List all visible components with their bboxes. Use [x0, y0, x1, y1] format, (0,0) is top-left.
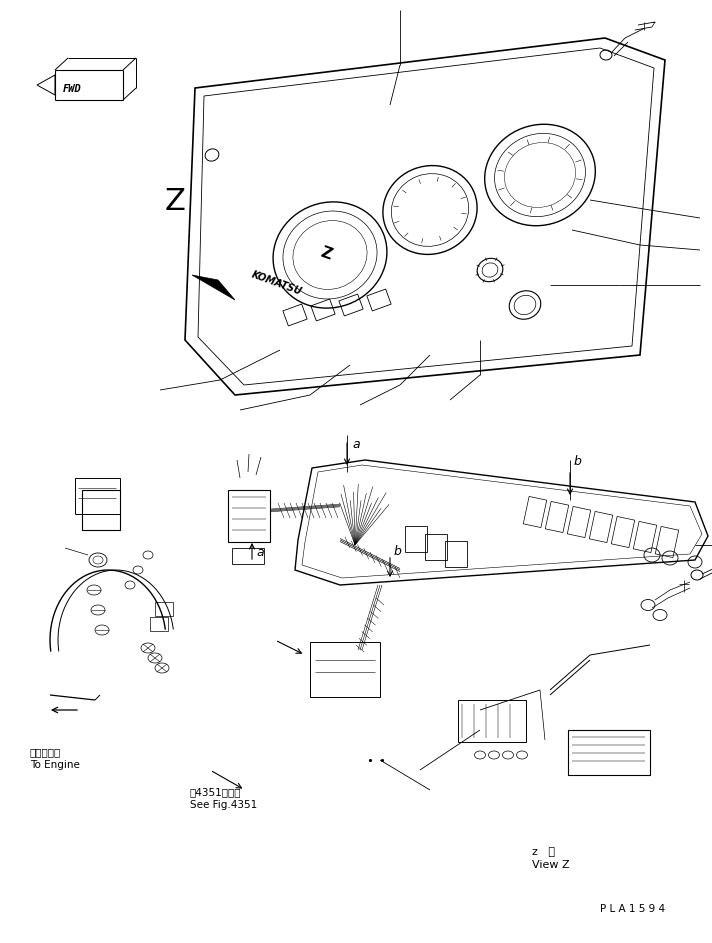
Text: b: b	[394, 545, 402, 558]
Bar	[310, 642, 380, 697]
Bar	[445, 541, 467, 567]
Text: a: a	[256, 546, 263, 559]
Text: To Engine: To Engine	[30, 760, 80, 770]
Text: a: a	[352, 438, 360, 451]
Bar	[232, 548, 264, 564]
Text: b: b	[574, 455, 582, 468]
Text: See Fig.4351: See Fig.4351	[190, 800, 257, 810]
Text: Z: Z	[165, 187, 186, 216]
Text: Z: Z	[318, 245, 333, 263]
Polygon shape	[192, 275, 235, 300]
Text: エンジンへ: エンジンへ	[30, 747, 61, 757]
Text: P L A 1 5 9 4: P L A 1 5 9 4	[600, 904, 665, 914]
Bar	[568, 730, 650, 775]
Bar	[82, 490, 120, 530]
Bar	[425, 534, 447, 560]
Text: KOMATSU: KOMATSU	[250, 270, 303, 297]
Text: View Z: View Z	[532, 860, 570, 870]
Text: 第4351図参照: 第4351図参照	[190, 787, 241, 797]
Bar	[458, 700, 526, 742]
Bar	[155, 602, 173, 616]
Bar	[150, 617, 168, 631]
Text: z   視: z 視	[532, 847, 555, 857]
Text: FWD: FWD	[63, 84, 82, 94]
Bar	[228, 490, 270, 542]
Bar	[405, 526, 427, 552]
Bar	[75, 478, 120, 514]
